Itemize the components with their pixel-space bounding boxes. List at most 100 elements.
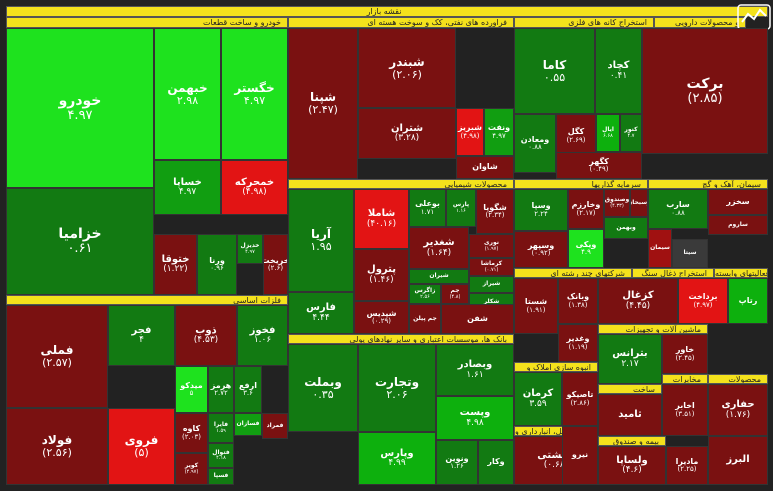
treemap-tile[interactable]: ماديرا (۲.۲۵): [666, 446, 708, 485]
treemap-tile[interactable]: کنور ۴.۷: [620, 114, 642, 152]
treemap-tile[interactable]: ویکی ۴.۹: [568, 229, 604, 268]
treemap-tile[interactable]: کگهر (۰.۴۹): [556, 152, 642, 179]
treemap-tile[interactable]: فسازان: [234, 413, 262, 436]
sector-header[interactable]: فراورده های نفتی، کک و سوخت هسته ای: [288, 17, 514, 28]
treemap-tile[interactable]: شپدیس (۰.۲۹): [354, 301, 409, 334]
treemap-tile[interactable]: وسبحان: [630, 189, 648, 217]
treemap-tile[interactable]: نوری (۱.۹۷): [469, 234, 514, 258]
sector-header[interactable]: ماشین آلات و تجهیزات: [598, 324, 708, 334]
treemap-tile[interactable]: ورنا ۰.۹۶: [197, 234, 237, 295]
treemap-tile[interactable]: کگل (۲.۶۹): [556, 114, 596, 158]
sector-header[interactable]: سرمایه گذاریها: [514, 179, 648, 189]
treemap-tile[interactable]: زاگرس ۲.۵۶: [409, 284, 441, 304]
treemap-tile[interactable]: رتاپ: [728, 278, 768, 324]
sector-header[interactable]: انبوه سازی املاک و: [514, 362, 598, 372]
treemap-tile[interactable]: ارفع ۳.۶: [234, 366, 262, 413]
sector-header[interactable]: استخراج کانه های فلزی: [514, 17, 654, 28]
treemap-tile[interactable]: برکت (۲.۸۵): [642, 28, 768, 154]
treemap-tile[interactable]: وخارزم (۲.۱۷): [568, 189, 604, 229]
sector-header[interactable]: ساخت: [598, 384, 662, 394]
treemap-tile[interactable]: البرز: [708, 436, 768, 485]
treemap-tile[interactable]: جم پیلن: [409, 304, 441, 334]
treemap-tile[interactable]: کچاد ۰.۴۱: [595, 28, 642, 114]
treemap-tile[interactable]: وسپا ۲.۲۴: [514, 189, 568, 231]
treemap-tile[interactable]: ونفت ۴.۹۷: [484, 108, 514, 156]
treemap-tile[interactable]: کویر (۴.۹۷): [175, 453, 208, 485]
treemap-tile[interactable]: شگویا (۲.۳۴): [476, 189, 514, 234]
treemap-tile[interactable]: سیتا: [672, 239, 708, 268]
treemap-tile[interactable]: پترول (۱.۴۶): [354, 249, 409, 301]
treemap-tile[interactable]: پارس ۱.۱۶: [446, 189, 476, 227]
treemap-tile[interactable]: ختوقا (۱.۲۲): [154, 234, 197, 295]
treemap-tile[interactable]: شیراز: [469, 276, 514, 293]
treemap-tile[interactable]: وغدیر (۱.۱۹): [558, 324, 598, 362]
treemap-tile[interactable]: خودرو ۴.۹۷: [6, 28, 154, 188]
treemap-tile[interactable]: وپارس ۴.۹۹: [358, 432, 436, 485]
treemap-tile[interactable]: خزامیا ۰.۶۱: [6, 188, 154, 295]
sector-header[interactable]: خودرو و ساخت قطعات: [6, 17, 288, 28]
treemap-tile[interactable]: شبریز (۴.۹۸): [456, 108, 484, 156]
treemap-tile[interactable]: خمحرکه (۴.۹۸): [221, 160, 288, 215]
treemap-tile[interactable]: شستا (۱.۹۱): [514, 278, 558, 334]
treemap-tile[interactable]: وکار: [478, 440, 514, 485]
treemap-tile[interactable]: خساپا ۴.۹۷: [154, 160, 221, 215]
treemap-tile[interactable]: تاصیکو (۲.۸۶): [562, 372, 598, 426]
sector-header[interactable]: بیمه و صندوق: [598, 436, 666, 446]
sector-header[interactable]: استخراج ذغال سنگ: [632, 268, 714, 278]
treemap-tile[interactable]: شیران: [409, 269, 469, 284]
treemap-tile[interactable]: برداخت (۴.۹۷): [678, 278, 728, 324]
treemap-tile[interactable]: وتجارت ۲.۰۶: [358, 344, 436, 432]
sector-header[interactable]: سیمان، آهک و گچ: [648, 179, 768, 189]
sector-header[interactable]: فلزات اساسی: [6, 295, 288, 305]
treemap-tile[interactable]: کرمان ۳.۵۹: [514, 372, 562, 426]
treemap-tile[interactable]: میدکو ۵: [175, 366, 208, 413]
treemap-tile[interactable]: اخابر (۳.۵۱): [662, 384, 708, 436]
sector-header[interactable]: بانک ها، موسسات اعتباری و سایر نهادهای پ…: [288, 334, 514, 344]
treemap-tile[interactable]: شغدیر (۱.۶۴): [409, 227, 469, 269]
treemap-tile[interactable]: شپنا (۲.۴۷): [288, 28, 358, 179]
sector-header[interactable]: مخابرات: [662, 374, 708, 384]
treemap-tile[interactable]: وبانک (۱.۳۸): [558, 278, 598, 324]
treemap-tile[interactable]: ایال ۶.۶۸: [596, 114, 620, 152]
treemap-tile[interactable]: بترانس ۲.۱۷: [598, 334, 662, 384]
treemap-tile[interactable]: سخزر: [708, 189, 768, 215]
treemap-tile[interactable]: خریخت(۲.۶): [263, 234, 288, 295]
treemap-tile[interactable]: وپست ۴.۹۸: [436, 396, 514, 440]
treemap-tile[interactable]: بوعلی ۱.۷۱: [409, 189, 446, 227]
treemap-tile[interactable]: نیرو: [562, 426, 598, 485]
treemap-tile[interactable]: خگستر ۴.۹۷: [221, 28, 288, 160]
sector-header[interactable]: محصولات شیمیایی: [288, 179, 514, 189]
treemap-tile[interactable]: فولاد (۲.۵۶): [6, 408, 108, 485]
treemap-tile[interactable]: ولساپا (۴.۶): [598, 446, 666, 485]
treemap-tile[interactable]: وبهمن: [604, 217, 648, 239]
sector-header[interactable]: محصولات: [708, 374, 768, 384]
treemap-tile[interactable]: کاوه (۲.۰۳): [175, 413, 208, 453]
sector-header[interactable]: رایانه و فعالیتهای وابسته: [714, 268, 768, 278]
sector-header[interactable]: شرکتهای چند رشته ای: [514, 268, 632, 278]
treemap-tile[interactable]: ثامید: [598, 394, 662, 436]
treemap-tile[interactable]: ذوب (۴.۵۳): [175, 305, 237, 366]
treemap-tile[interactable]: وصندوق (۴.۳۳): [604, 189, 630, 217]
treemap-tile[interactable]: فارس ۴.۴۴: [288, 292, 354, 334]
treemap-tile[interactable]: هرمز ۲.۷۲: [208, 366, 234, 413]
treemap-tile[interactable]: خبهمن ۲.۹۸: [154, 28, 221, 160]
treemap-tile[interactable]: وسپهر (۰.۹۲): [514, 231, 568, 268]
treemap-tile[interactable]: وبملت ۰.۳۵: [288, 344, 358, 432]
treemap-tile[interactable]: شاوان: [456, 156, 514, 179]
treemap-tile[interactable]: شاملا (۴۰.۱۶): [354, 189, 409, 249]
treemap-tile[interactable]: کرماشا (۰.۷۱): [469, 258, 514, 276]
treemap-tile[interactable]: فروی (۵): [108, 408, 175, 485]
treemap-tile[interactable]: ونوین ۱.۲۶: [436, 440, 478, 485]
treemap-tile[interactable]: شبندر (۲.۰۶): [358, 28, 456, 108]
treemap-tile[interactable]: کاما ۰.۵۵: [514, 28, 595, 114]
treemap-tile[interactable]: شفن: [441, 304, 514, 334]
treemap-tile[interactable]: ومعادن ۰.۸۸: [514, 114, 556, 173]
treemap-tile[interactable]: فایرا ۱.۵۹: [208, 413, 234, 443]
treemap-tile[interactable]: ساروم: [708, 215, 768, 235]
treemap-tile[interactable]: خاور (۲.۴۵): [662, 334, 708, 374]
treemap-tile[interactable]: فمراد: [262, 413, 288, 439]
treemap-tile[interactable]: آریا ۱.۹۵: [288, 189, 354, 292]
treemap-tile[interactable]: سیمان: [648, 229, 672, 268]
treemap-tile[interactable]: وبصادر ۱.۶۱: [436, 344, 514, 396]
treemap-tile[interactable]: فجر ۴: [108, 305, 175, 366]
